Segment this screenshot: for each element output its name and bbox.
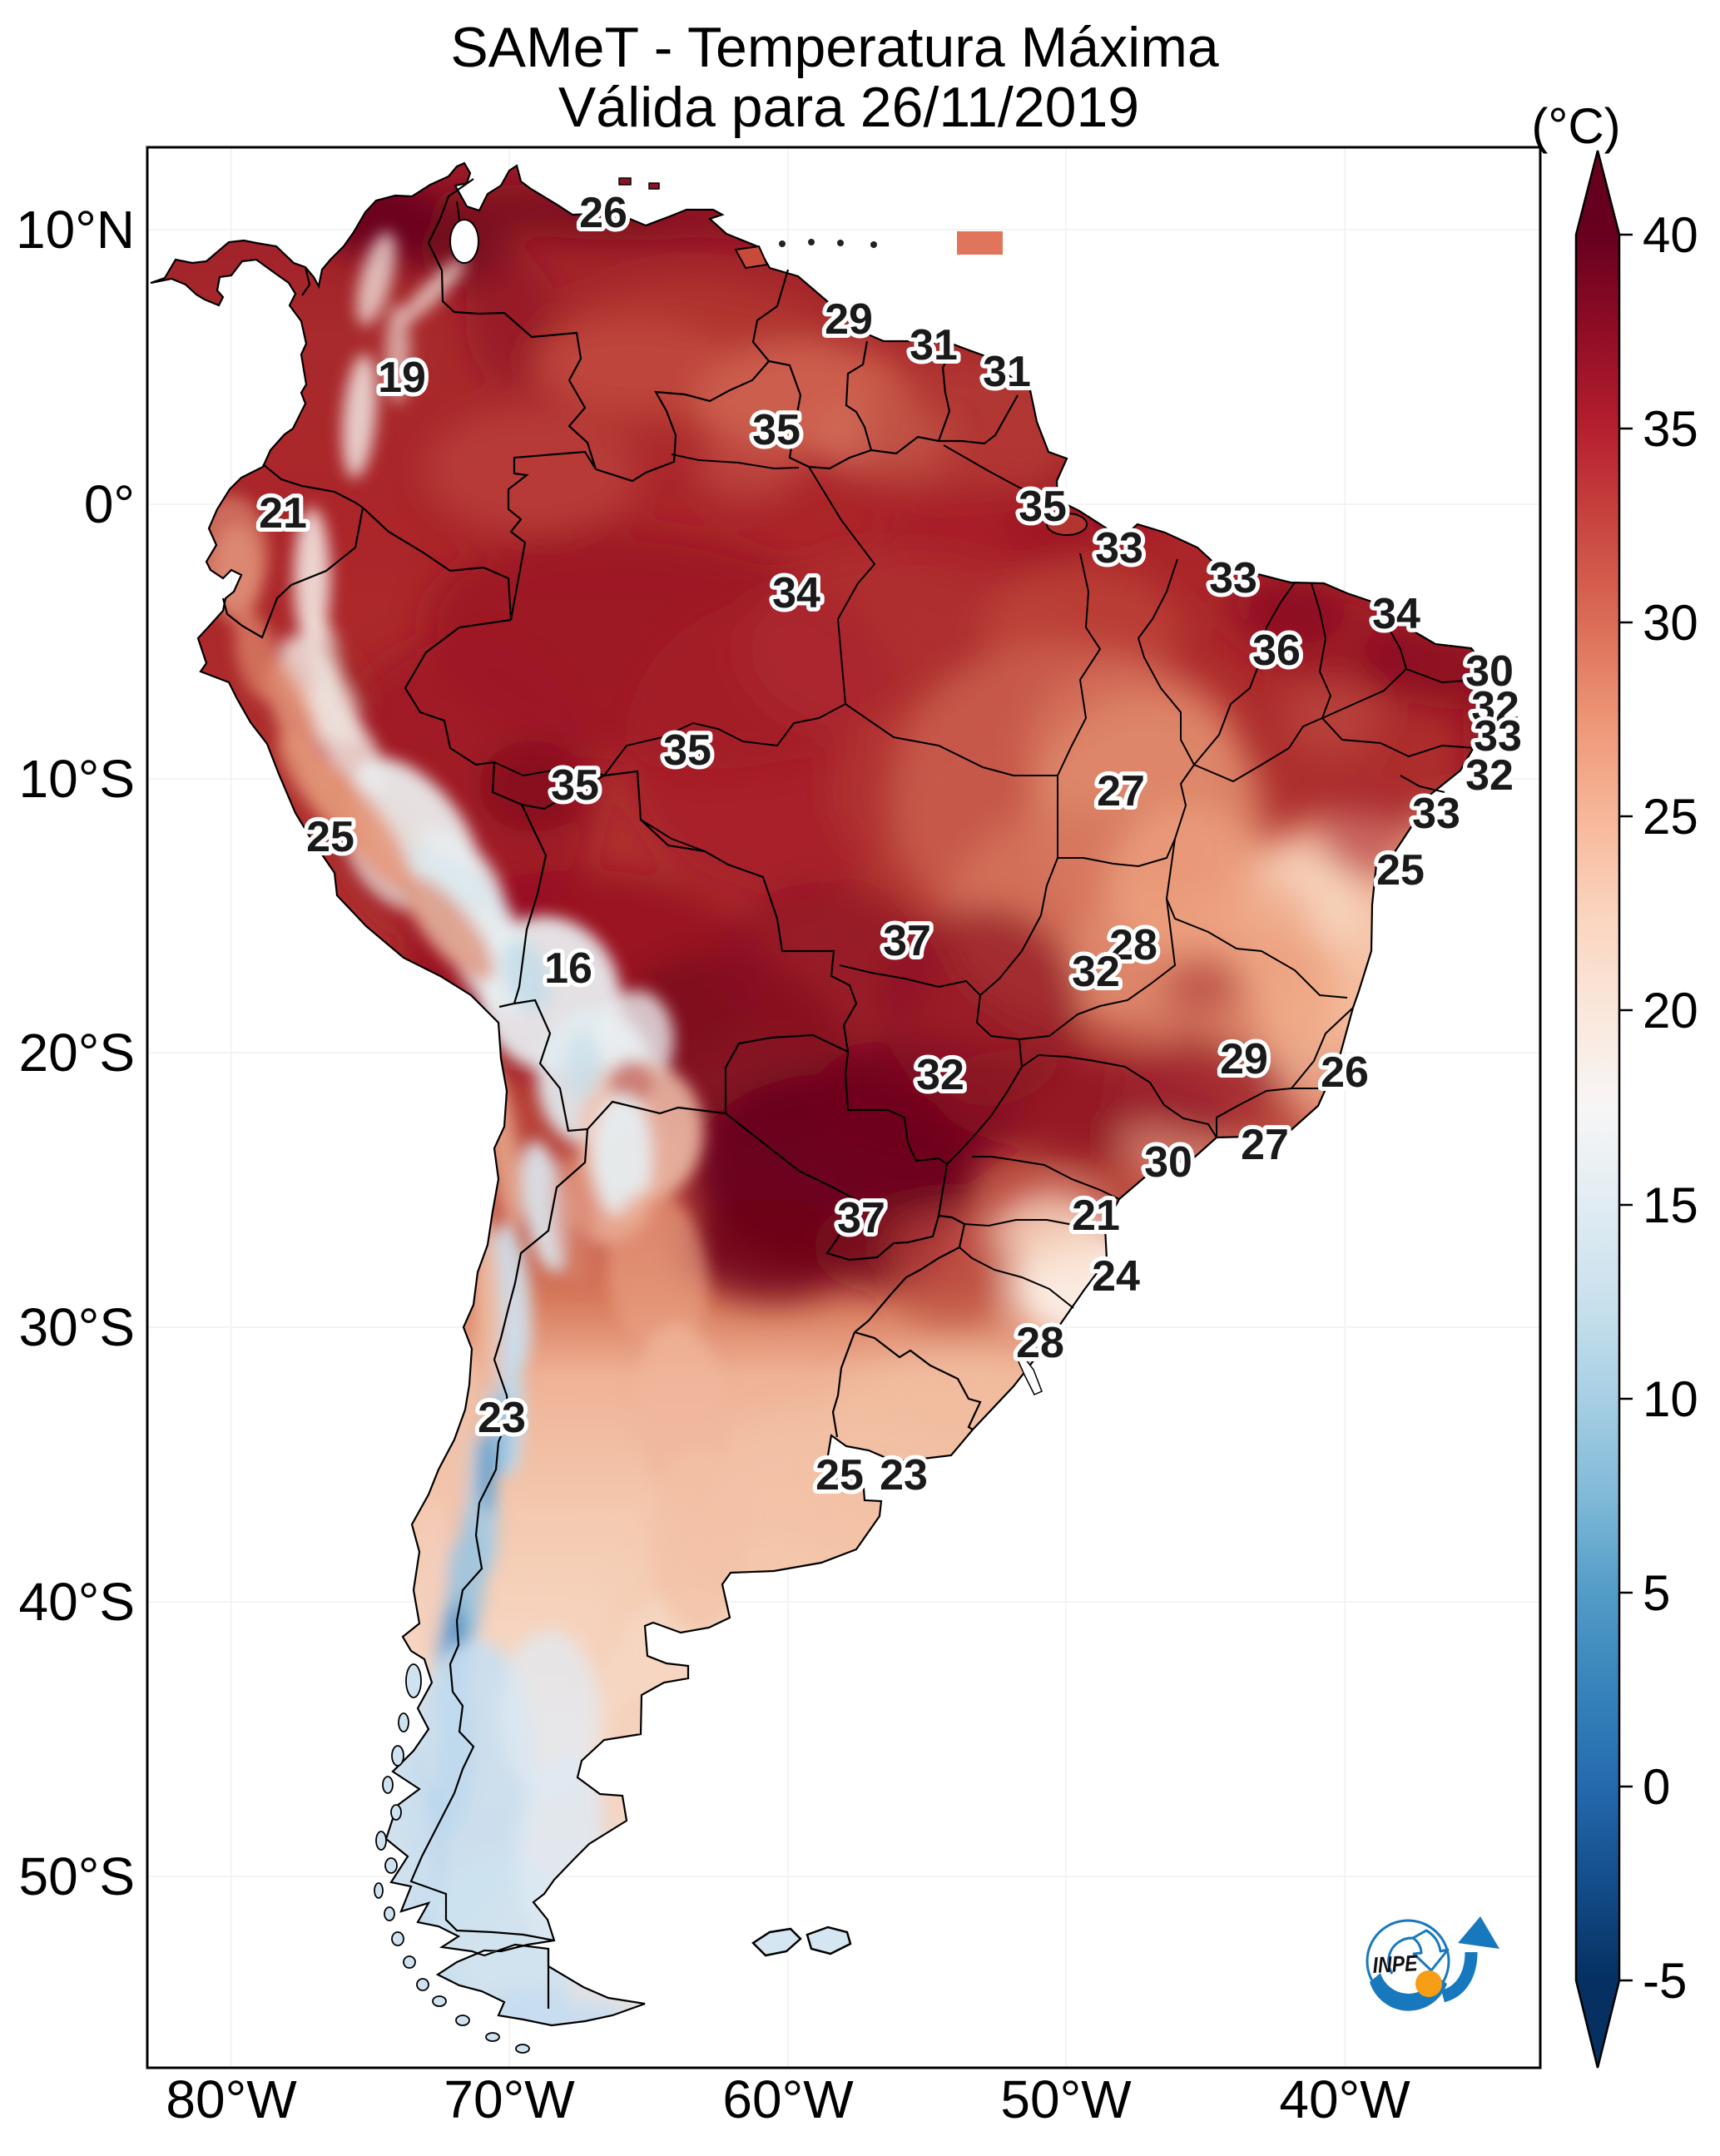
svg-text:32: 32 (916, 1051, 964, 1099)
svg-text:25: 25 (306, 813, 354, 861)
svg-text:15: 15 (1643, 1177, 1698, 1233)
svg-text:25: 25 (1376, 846, 1425, 895)
svg-text:34: 34 (1372, 590, 1420, 638)
svg-text:26: 26 (579, 189, 627, 237)
svg-text:80°W: 80°W (166, 2069, 297, 2129)
svg-text:50°W: 50°W (1000, 2069, 1132, 2129)
svg-text:24: 24 (1092, 1252, 1140, 1301)
svg-text:33: 33 (1412, 790, 1460, 838)
svg-text:35: 35 (1019, 483, 1067, 531)
svg-text:40°W: 40°W (1279, 2069, 1410, 2129)
svg-text:33: 33 (1474, 712, 1522, 761)
svg-text:35: 35 (551, 761, 599, 810)
svg-text:30: 30 (1144, 1138, 1192, 1187)
svg-text:23: 23 (478, 1394, 526, 1442)
svg-text:20°S: 20°S (19, 1023, 135, 1083)
svg-text:70°W: 70°W (444, 2069, 575, 2129)
svg-text:23: 23 (880, 1451, 928, 1499)
svg-text:31: 31 (983, 348, 1031, 396)
svg-text:37: 37 (883, 917, 931, 965)
svg-text:5: 5 (1643, 1565, 1670, 1621)
svg-text:Válida para 26/11/2019: Válida para 26/11/2019 (558, 76, 1139, 139)
svg-text:20: 20 (1643, 983, 1698, 1038)
svg-text:60°W: 60°W (722, 2069, 854, 2129)
svg-text:10°N: 10°N (16, 200, 135, 260)
svg-text:34: 34 (772, 569, 820, 617)
svg-text:28: 28 (1016, 1319, 1064, 1367)
svg-text:30: 30 (1465, 647, 1514, 696)
svg-text:27: 27 (1097, 767, 1145, 815)
svg-text:0°: 0° (84, 474, 135, 534)
svg-text:INPE: INPE (1372, 1950, 1419, 1978)
svg-text:30°S: 30°S (19, 1297, 135, 1357)
svg-text:32: 32 (1471, 683, 1519, 731)
svg-text:36: 36 (1252, 627, 1301, 675)
svg-text:28: 28 (1109, 921, 1157, 969)
svg-text:-5: -5 (1643, 1953, 1687, 2009)
svg-text:50°S: 50°S (19, 1846, 135, 1906)
svg-text:33: 33 (1209, 554, 1257, 602)
svg-text:26: 26 (1321, 1048, 1369, 1097)
svg-text:10: 10 (1643, 1371, 1698, 1427)
svg-text:31: 31 (910, 321, 958, 369)
svg-text:35: 35 (1643, 401, 1698, 457)
svg-text:35: 35 (663, 726, 711, 775)
svg-text:SAMeT - Temperatura Máxima: SAMeT - Temperatura Máxima (450, 16, 1219, 79)
svg-text:30: 30 (1643, 595, 1698, 651)
svg-text:37: 37 (837, 1194, 885, 1242)
svg-text:21: 21 (1072, 1192, 1120, 1240)
svg-text:16: 16 (544, 944, 592, 993)
svg-text:35: 35 (752, 406, 801, 454)
svg-text:(°C): (°C) (1531, 98, 1620, 154)
svg-text:33: 33 (1095, 524, 1143, 572)
svg-text:32: 32 (1465, 751, 1514, 800)
svg-text:19: 19 (378, 354, 426, 402)
svg-text:29: 29 (1220, 1035, 1268, 1083)
svg-text:25: 25 (1643, 789, 1698, 845)
svg-text:25: 25 (815, 1451, 864, 1499)
svg-text:40: 40 (1643, 207, 1698, 263)
svg-text:29: 29 (825, 295, 873, 344)
svg-text:32: 32 (1072, 948, 1120, 996)
svg-text:40°S: 40°S (19, 1572, 135, 1632)
svg-text:27: 27 (1241, 1121, 1289, 1169)
svg-text:10°S: 10°S (19, 749, 135, 809)
svg-text:0: 0 (1643, 1759, 1670, 1815)
svg-text:21: 21 (259, 489, 307, 538)
